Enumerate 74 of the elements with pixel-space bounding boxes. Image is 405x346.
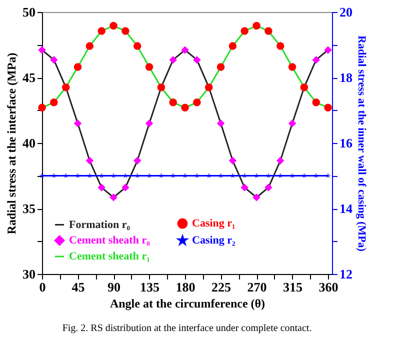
point: [122, 184, 130, 192]
y2-tick-label: 14: [340, 201, 353, 216]
point: [169, 98, 177, 106]
point: [193, 98, 201, 106]
point: [86, 156, 94, 165]
point: [324, 104, 332, 112]
point: [264, 27, 272, 35]
y2-axis-title: Radial stress at the inner wall of casing (MPa): [356, 36, 368, 252]
point: [181, 46, 189, 54]
x-tick-label: 225: [212, 280, 232, 294]
point: [288, 119, 296, 128]
point: [324, 46, 332, 54]
point: [216, 119, 225, 128]
y-tick-label: 35: [22, 201, 36, 216]
point: [193, 56, 201, 64]
y-tick-label: 30: [22, 266, 36, 282]
point: [74, 63, 82, 71]
point: [240, 27, 248, 35]
point: [276, 42, 284, 50]
point: [312, 98, 320, 106]
x-tick-label: 360: [318, 280, 338, 294]
point: [228, 156, 237, 165]
point: [288, 63, 296, 71]
legend-label: Cement sheath r₀: [69, 234, 151, 246]
point: [216, 63, 225, 71]
x-tick-label: 180: [176, 280, 196, 294]
point: [110, 193, 118, 202]
point: [62, 83, 70, 92]
y-tick-label: 45: [22, 70, 36, 85]
legend-label: Casing r₂: [192, 234, 236, 246]
point: [133, 156, 142, 165]
point: [312, 56, 320, 64]
x-tick-label: 45: [72, 280, 86, 294]
point: [276, 156, 284, 165]
point: [252, 22, 260, 30]
caption: Fig. 2. RS distribution at the interface under complete contact.: [62, 323, 312, 334]
x-axis-title: Angle at the circumference (θ): [110, 296, 266, 310]
x-tick-label: 0: [39, 280, 46, 294]
y-tick-label: 50: [22, 4, 36, 20]
legend-label: Casing r₁: [192, 218, 236, 230]
point: [50, 98, 58, 106]
x-tick-label: 135: [140, 280, 160, 294]
y2-tick-label: 12: [340, 266, 352, 282]
point: [264, 184, 272, 192]
point: [74, 119, 82, 128]
point: [98, 184, 106, 192]
point: [300, 83, 308, 92]
y-axis-title: Radial stress at the interface (MPa): [4, 52, 18, 234]
point: [145, 63, 154, 71]
x-tick-label: 90: [108, 280, 121, 294]
legend-label: Formation r₀: [69, 218, 131, 231]
point: [240, 184, 248, 192]
y2-tick-label: 18: [340, 70, 353, 85]
y-tick-label: 40: [22, 136, 36, 150]
x-tick-label: 270: [247, 280, 267, 294]
x-tick-label: 315: [283, 280, 304, 294]
point: [86, 42, 94, 50]
point: [169, 56, 177, 64]
point: [38, 46, 46, 54]
y2-tick-label: 20: [340, 4, 352, 20]
point: [228, 42, 237, 50]
point: [50, 56, 58, 64]
point: [38, 104, 46, 112]
point: [122, 27, 130, 35]
legend-label: Cement sheath r₁: [69, 250, 150, 262]
point: [110, 22, 118, 30]
point: [145, 119, 154, 128]
point: [98, 27, 106, 35]
point: [204, 83, 213, 92]
point: [133, 42, 142, 50]
y2-tick-label: 16: [340, 136, 353, 150]
point: [252, 193, 260, 202]
point: [157, 83, 166, 92]
point: [181, 104, 189, 112]
